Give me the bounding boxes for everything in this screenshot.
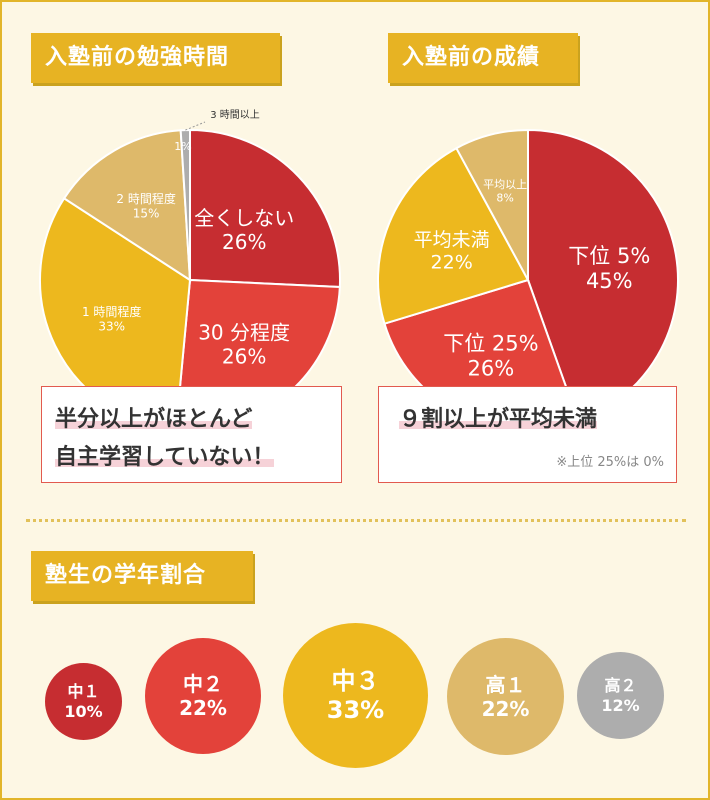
slice-value: 26%	[222, 230, 266, 254]
bubble-value: 22%	[481, 696, 530, 721]
leader-line	[185, 121, 206, 131]
grades-callout: ９割以上が平均未満 ※上位 25%は 0%	[378, 386, 677, 483]
callout-line: 半分以上がほとんど	[55, 401, 253, 433]
slice-value: 33%	[98, 320, 125, 334]
slice-value: 45%	[586, 269, 633, 293]
slice-label: 平均以上	[483, 178, 527, 191]
slice-label: 3 時間以上	[210, 109, 260, 121]
grade-ratio-heading: 塾生の学年割合	[31, 551, 253, 601]
bubble-value: 33%	[326, 695, 385, 724]
slice-label: 30 分程度	[198, 320, 290, 344]
slice-label: 2 時間程度	[116, 191, 175, 206]
section-divider	[26, 519, 686, 522]
callout-note: ※上位 25%は 0%	[556, 455, 664, 470]
slice-value: 26%	[468, 357, 515, 381]
bubble-category: 中１	[67, 682, 100, 702]
pie-slice	[455, 128, 529, 281]
grade-bubble-chu1: 中１ 10%	[45, 663, 122, 740]
slice-value: 1%	[174, 140, 191, 153]
bubble-value: 10%	[64, 701, 103, 721]
slice-label: 1 時間程度	[82, 304, 141, 319]
study-time-callout: 半分以上がほとんど 自主学習していない！	[41, 386, 342, 483]
slice-value: 8%	[496, 191, 513, 204]
slice-label: 平均未満	[414, 229, 490, 251]
grade-bubble-chu2: 中２ 22%	[145, 638, 261, 754]
grade-bubble-ko2: 高２ 12%	[577, 652, 664, 739]
slice-value: 22%	[431, 252, 473, 274]
bubble-category: 中２	[183, 672, 223, 696]
pie-slice	[62, 129, 192, 282]
slice-label: 下位 5%	[568, 244, 650, 268]
slice-label: 下位 25%	[443, 332, 538, 356]
bubble-category: 高１	[485, 672, 526, 697]
callout-line: ９割以上が平均未満	[399, 401, 598, 433]
grade-bubble-chu3: 中３ 33%	[283, 623, 428, 768]
bubble-category: 中３	[331, 666, 380, 695]
bubble-value: 12%	[601, 695, 640, 715]
bubble-category: 高２	[604, 676, 637, 696]
pie-slice	[189, 128, 341, 289]
study-time-heading: 入塾前の勉強時間	[31, 33, 280, 83]
bubble-value: 22%	[179, 696, 227, 720]
pie-slice	[377, 146, 530, 325]
slice-value: 26%	[222, 344, 266, 368]
grades-heading: 入塾前の成績	[388, 33, 578, 83]
slice-label: 全くしない	[194, 206, 294, 230]
grade-bubble-ko1: 高１ 22%	[447, 638, 564, 755]
slice-value: 15%	[133, 206, 160, 220]
callout-line: 自主学習していない！	[55, 439, 275, 471]
